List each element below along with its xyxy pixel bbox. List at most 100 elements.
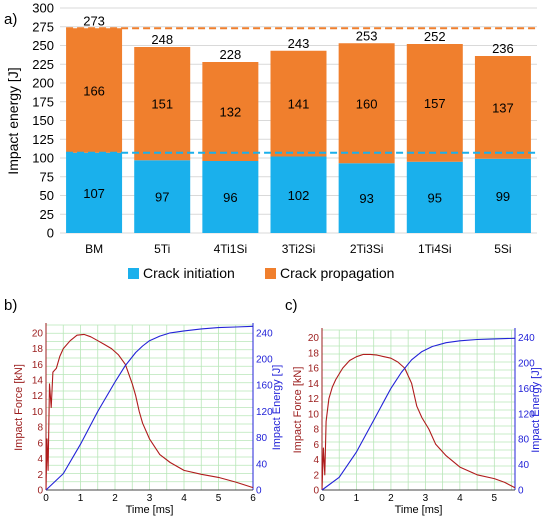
right-y-tick-label: 160 — [256, 381, 273, 392]
y-tick-label: 175 — [32, 94, 54, 109]
left-y-tick-label: 0 — [313, 486, 319, 497]
legend-swatch-crack-initiation — [128, 268, 139, 279]
data-label-total: 248 — [151, 32, 173, 47]
bar-chart-x-ticks: BM 5Ti 4Ti1Si 3Ti2Si 2Ti3Si 1Ti4Si 5Si — [85, 242, 512, 256]
legend-label-crack-propagation: Crack propagation — [280, 265, 394, 281]
legend-swatch-crack-propagation — [265, 268, 276, 279]
impact-force-line — [321, 353, 516, 491]
panel-a-label: a) — [4, 11, 17, 28]
bar-chart-reference-lines — [66, 27, 537, 154]
y-tick-label: 0 — [47, 226, 54, 241]
left-y-tick-label: 4 — [313, 455, 319, 466]
left-y-tick-label: 12 — [32, 391, 44, 402]
left-y-tick-label: 14 — [308, 379, 320, 390]
data-label-crack-initiation: 93 — [359, 191, 373, 206]
data-label-total: 243 — [288, 36, 310, 51]
left-y-tick-label: 8 — [313, 425, 319, 436]
x-tick-label: 5 — [492, 493, 498, 504]
right-y-tick-label: 40 — [518, 460, 530, 471]
y-tick-label: 300 — [32, 1, 54, 16]
left-y-tick-label: 6 — [37, 438, 43, 449]
left-y-tick-label: 18 — [32, 344, 44, 355]
y-tick-label: 150 — [32, 113, 54, 128]
impact-energy-line — [321, 337, 516, 491]
x-tick-label: 4 — [457, 493, 463, 504]
right-y-tick-label: 80 — [256, 433, 268, 444]
right-y-axis-label: Impact Energy [J] — [530, 367, 542, 453]
data-label-crack-initiation: 107 — [83, 186, 105, 201]
right-y-tick-label: 240 — [518, 333, 535, 344]
x-tick-label: 1 — [354, 493, 360, 504]
bar-crack-propagation — [406, 44, 463, 162]
bar-crack-initiation — [202, 161, 259, 233]
bar-crack-propagation — [66, 28, 123, 153]
y-tick-label: 50 — [40, 188, 54, 203]
y-tick-label: 125 — [32, 132, 54, 147]
bar-crack-propagation — [338, 43, 395, 164]
y-tick-label: 200 — [32, 76, 54, 91]
right-y-axis-label: Impact Energy [J] — [271, 365, 283, 451]
left-y-tick-label: 2 — [37, 470, 43, 481]
bar-chart-value-labels: 107 166 273 97 151 248 96 132 228 102 141 243 93 160 2… — [83, 13, 514, 206]
x-tick-label: 0 — [43, 493, 49, 504]
left-y-tick-label: 12 — [308, 394, 320, 405]
y-tick-label: 25 — [40, 207, 54, 222]
panel-b-label: b) — [4, 297, 17, 314]
data-label-total: 273 — [83, 13, 105, 28]
line-chart-gridlines — [321, 329, 515, 491]
data-label-crack-propagation: 166 — [83, 84, 105, 99]
x-tick-label: 1Ti4Si — [418, 242, 452, 256]
bar-crack-propagation — [134, 47, 191, 161]
data-label-crack-propagation: 141 — [288, 97, 310, 112]
right-y-tick-label: 0 — [256, 486, 262, 497]
left-y-axis-label: Impact Force [kN] — [13, 364, 25, 451]
left-y-tick-label: 10 — [32, 407, 44, 418]
y-tick-label: 250 — [32, 38, 54, 53]
bar-crack-initiation — [270, 156, 327, 233]
x-tick-label: BM — [85, 242, 103, 256]
bar-chart-y-ticks: 0 25 50 75 100 125 150 175 200 225 250 275 300 — [32, 1, 54, 241]
x-tick-label: 4 — [181, 493, 187, 504]
right-y-tick-label: 0 — [518, 486, 524, 497]
data-label-crack-initiation: 96 — [223, 190, 237, 205]
bar-crack-propagation — [474, 56, 531, 159]
x-tick-label: 0 — [319, 493, 325, 504]
panel-a-bar-chart: a) 0 25 50 75 100 125 150 175 200 225 250 275 300 Im… — [4, 1, 537, 281]
x-axis-label: Time [ms] — [395, 504, 443, 516]
bar-crack-initiation — [474, 158, 531, 233]
x-tick-label: 1 — [78, 493, 84, 504]
left-y-tick-label: 16 — [308, 364, 320, 375]
bar-crack-propagation — [202, 62, 259, 161]
bar-crack-initiation — [406, 161, 463, 233]
x-tick-label: 3Ti2Si — [282, 242, 316, 256]
data-label-total: 253 — [356, 28, 378, 43]
left-y-axis-label: Impact Force [kN] — [292, 367, 304, 454]
right-y-tick-label: 120 — [256, 407, 273, 418]
data-label-crack-initiation: 102 — [288, 188, 310, 203]
y-tick-label: 100 — [32, 151, 54, 166]
right-y-tick-label: 160 — [518, 384, 535, 395]
left-y-tick-label: 0 — [37, 486, 43, 497]
data-label-crack-propagation: 151 — [151, 97, 173, 112]
right-y-tick-label: 200 — [518, 359, 535, 370]
x-tick-label: 6 — [250, 493, 256, 504]
x-tick-label: 5 — [216, 493, 222, 504]
line-chart-gridlines — [45, 324, 254, 491]
left-y-tick-label: 16 — [32, 360, 44, 371]
legend-label-crack-initiation: Crack initiation — [143, 265, 235, 281]
bar-crack-initiation — [134, 160, 191, 233]
data-label-crack-propagation: 137 — [492, 100, 514, 115]
bar-chart-y-axis-label: Impact energy [J] — [5, 67, 21, 174]
y-tick-label: 75 — [40, 169, 54, 184]
data-label-crack-propagation: 157 — [424, 96, 446, 111]
bar-crack-propagation — [270, 50, 327, 157]
data-label-crack-propagation: 132 — [220, 105, 242, 120]
data-label-crack-propagation: 160 — [356, 96, 378, 111]
x-tick-label: 4Ti1Si — [214, 242, 248, 256]
x-tick-label: 5Ti — [154, 242, 170, 256]
left-y-tick-label: 18 — [308, 348, 320, 359]
right-y-tick-label: 80 — [518, 435, 530, 446]
